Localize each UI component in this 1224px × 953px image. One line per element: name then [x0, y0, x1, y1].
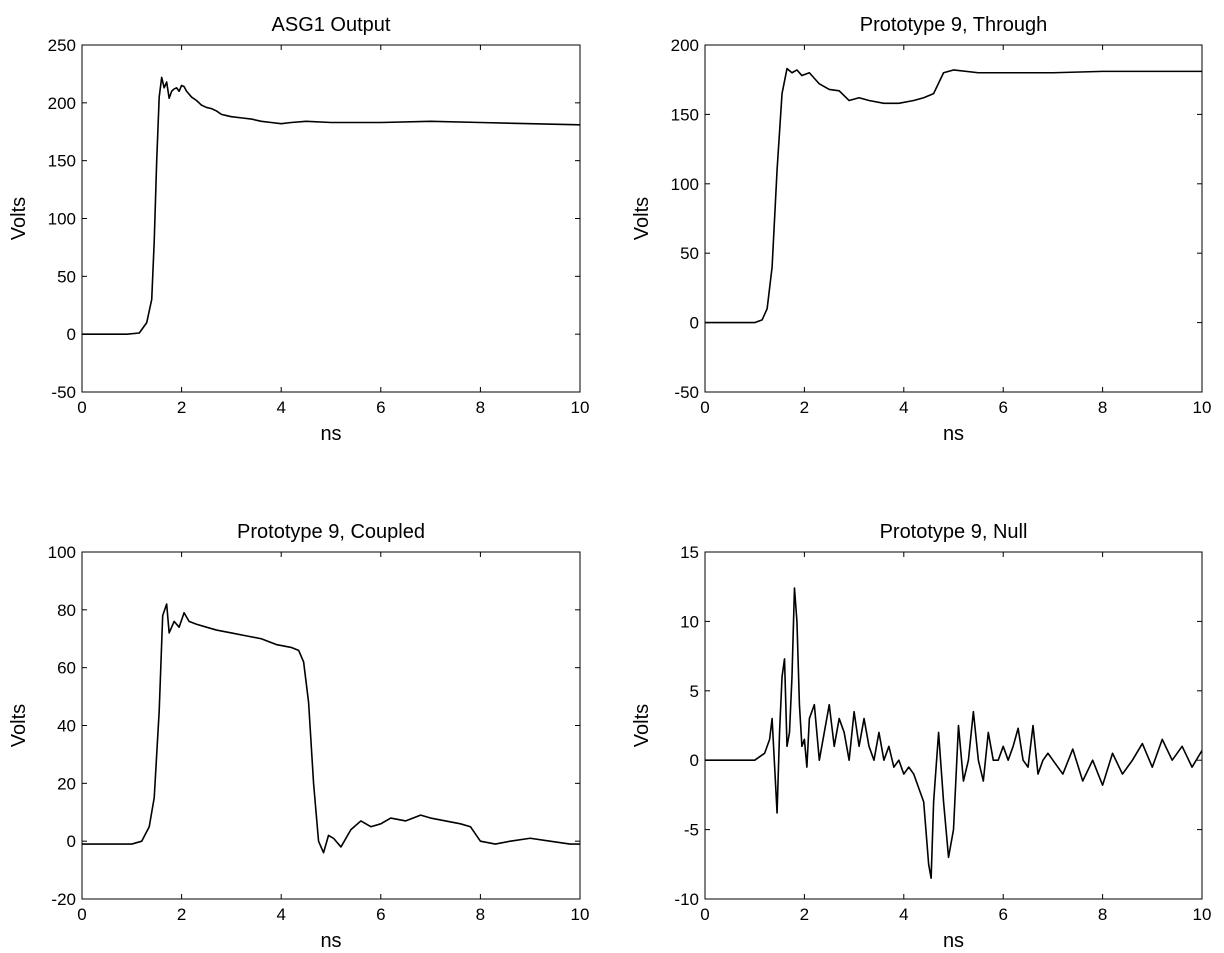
y-tick-label: 100	[48, 543, 76, 562]
y-tick-label: 200	[671, 36, 699, 55]
y-tick-label: 20	[57, 774, 76, 793]
x-tick-label: 6	[376, 398, 385, 417]
chart-title: Prototype 9, Coupled	[237, 521, 425, 543]
y-tick-label: 0	[67, 325, 76, 344]
x-tick-label: 8	[1098, 905, 1107, 924]
y-tick-label: 100	[48, 210, 76, 229]
x-tick-label: 4	[899, 398, 908, 417]
x-tick-label: 6	[998, 398, 1007, 417]
x-tick-label: 6	[998, 905, 1007, 924]
y-tick-label: -10	[674, 890, 699, 909]
series-line	[82, 603, 580, 854]
x-tick-label: 0	[77, 905, 86, 924]
x-axis-label: ns	[943, 423, 964, 445]
series-line	[705, 67, 1202, 324]
plot-frame	[81, 44, 581, 393]
y-tick-label: 250	[48, 36, 76, 55]
chart-title: Prototype 9, Through	[860, 14, 1048, 36]
y-tick-label: -5	[684, 821, 699, 840]
y-tick-label: 10	[680, 612, 699, 631]
chart-title: ASG1 Output	[272, 14, 391, 36]
x-axis-label: ns	[320, 930, 341, 952]
x-tick-label: 8	[476, 905, 485, 924]
x-tick-label: 8	[1098, 398, 1107, 417]
chart-panel-4: 0 2 4 6 8 10 -10 -5 0 5 10 15 Prototype 9, Null ns Vol…	[631, 521, 1211, 952]
y-tick-label: 80	[57, 601, 76, 620]
x-tick-label: 10	[571, 905, 590, 924]
y-tick-label: 15	[680, 543, 699, 562]
y-tick-label: 40	[57, 717, 76, 736]
x-axis-label: ns	[320, 423, 341, 445]
y-tick-label: -50	[51, 383, 76, 402]
chart-title: Prototype 9, Null	[880, 521, 1028, 543]
x-tick-label: 10	[571, 398, 590, 417]
x-tick-label: 4	[899, 905, 908, 924]
x-tick-label: 0	[700, 905, 709, 924]
y-tick-label: -50	[674, 383, 699, 402]
plot-frame	[704, 551, 1203, 900]
x-tick-label: 2	[177, 398, 186, 417]
y-axis-label: Volts	[8, 197, 30, 240]
y-tick-label: 150	[671, 105, 699, 124]
y-axis-label: Volts	[631, 197, 653, 240]
y-tick-label: -20	[51, 890, 76, 909]
x-axis-label: ns	[943, 930, 964, 952]
y-tick-label: 5	[690, 682, 699, 701]
x-tick-label: 10	[1193, 398, 1212, 417]
x-tick-label: 0	[77, 398, 86, 417]
y-tick-label: 50	[57, 267, 76, 286]
x-tick-label: 10	[1193, 905, 1212, 924]
plot-frame	[81, 551, 581, 900]
y-axis-label: Volts	[631, 704, 653, 747]
y-tick-label: 100	[671, 175, 699, 194]
y-tick-label: 200	[48, 94, 76, 113]
x-tick-label: 6	[376, 905, 385, 924]
series-line	[705, 587, 1203, 879]
y-tick-label: 50	[680, 244, 699, 263]
x-tick-label: 2	[800, 398, 809, 417]
plot-frame	[704, 44, 1203, 393]
x-tick-label: 0	[700, 398, 709, 417]
y-tick-label: 150	[48, 152, 76, 171]
x-tick-label: 2	[800, 905, 809, 924]
y-tick-label: 0	[690, 314, 699, 333]
series-line	[82, 76, 581, 335]
y-tick-label: 0	[67, 832, 76, 851]
y-axis-label: Volts	[8, 704, 30, 747]
x-tick-label: 8	[476, 398, 485, 417]
x-tick-label: 2	[177, 905, 186, 924]
y-tick-label: 0	[690, 751, 699, 770]
y-tick-label: 60	[57, 659, 76, 678]
x-tick-label: 4	[276, 905, 285, 924]
x-tick-label: 4	[276, 398, 285, 417]
